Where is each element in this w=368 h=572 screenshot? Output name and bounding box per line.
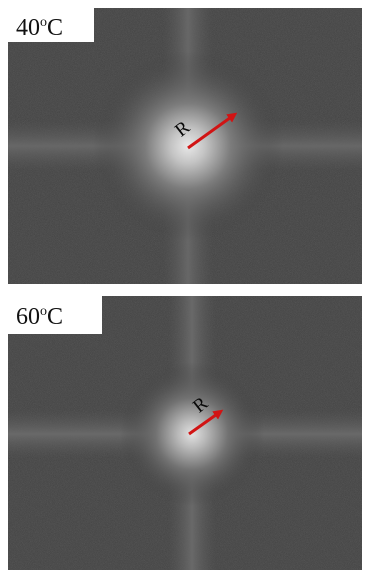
radius-label: R (171, 117, 194, 142)
temperature-unit: C (47, 304, 64, 330)
temperature-value: 60 (16, 304, 40, 330)
radius-label: R (189, 393, 212, 418)
temperature-label: 40oC (8, 8, 94, 42)
fft-diffraction-image (8, 8, 362, 284)
fft-diffraction-image (8, 296, 362, 570)
arrow-overlay: R (171, 112, 238, 150)
fft-pattern-panel-60c: 60oC R (8, 296, 362, 570)
fft-pattern-panel-40c: 40oC R (8, 8, 362, 284)
temperature-value: 40 (16, 15, 40, 41)
degree-symbol: o (40, 15, 47, 30)
degree-symbol: o (40, 304, 47, 319)
radius-arrow (187, 112, 238, 150)
temperature-unit: C (47, 15, 64, 41)
temperature-label: 60oC (8, 296, 102, 334)
arrow-overlay: R (188, 393, 224, 436)
radius-arrow (188, 409, 224, 436)
